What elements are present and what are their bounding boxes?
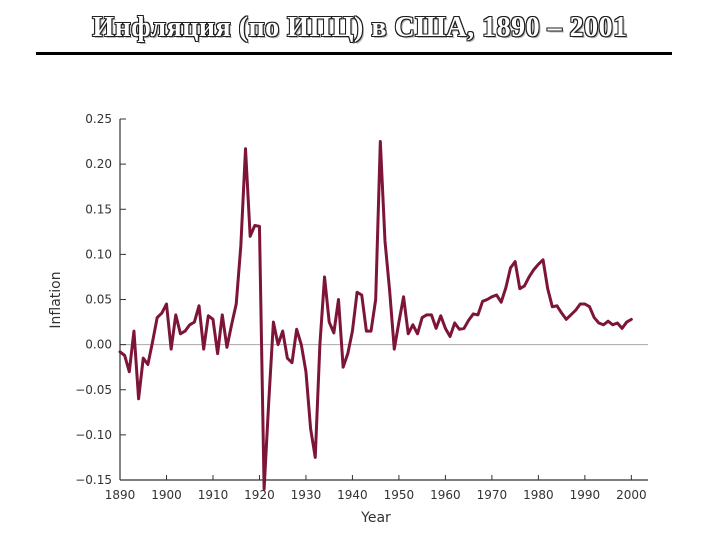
x-tick-label: 1940 xyxy=(337,488,368,502)
x-tick-label: 1910 xyxy=(198,488,229,502)
title-underline xyxy=(36,52,672,55)
x-tick-label: 1890 xyxy=(105,488,136,502)
x-tick-label: 1900 xyxy=(151,488,182,502)
series-line-inflation xyxy=(118,140,633,491)
slide-title: Инфляция (по ИПЦ) в США, 1890 – 2001 xyxy=(92,12,628,43)
x-tick-label: 1990 xyxy=(570,488,601,502)
y-tick-label: 0.00 xyxy=(85,338,112,352)
x-tick-label: 1960 xyxy=(430,488,461,502)
y-tick-label: −0.10 xyxy=(75,428,112,442)
x-tick-label: 1980 xyxy=(523,488,554,502)
y-tick-label: 0.20 xyxy=(85,157,112,171)
x-tick-label: 2000 xyxy=(616,488,647,502)
y-tick-label: 0.10 xyxy=(85,247,112,261)
y-tick-label: −0.05 xyxy=(75,383,112,397)
y-axis-title: Inflation xyxy=(48,271,64,328)
y-tick-label: 0.05 xyxy=(85,293,112,307)
x-tick-label: 1930 xyxy=(291,488,322,502)
x-tick-label: 1920 xyxy=(244,488,275,502)
y-tick-label: 0.15 xyxy=(85,202,112,216)
x-tick-label: 1970 xyxy=(477,488,508,502)
x-axis-title: Year xyxy=(360,510,391,526)
x-tick-label: 1950 xyxy=(384,488,415,502)
y-tick-label: 0.25 xyxy=(85,112,112,126)
y-tick-label: −0.15 xyxy=(75,473,112,487)
